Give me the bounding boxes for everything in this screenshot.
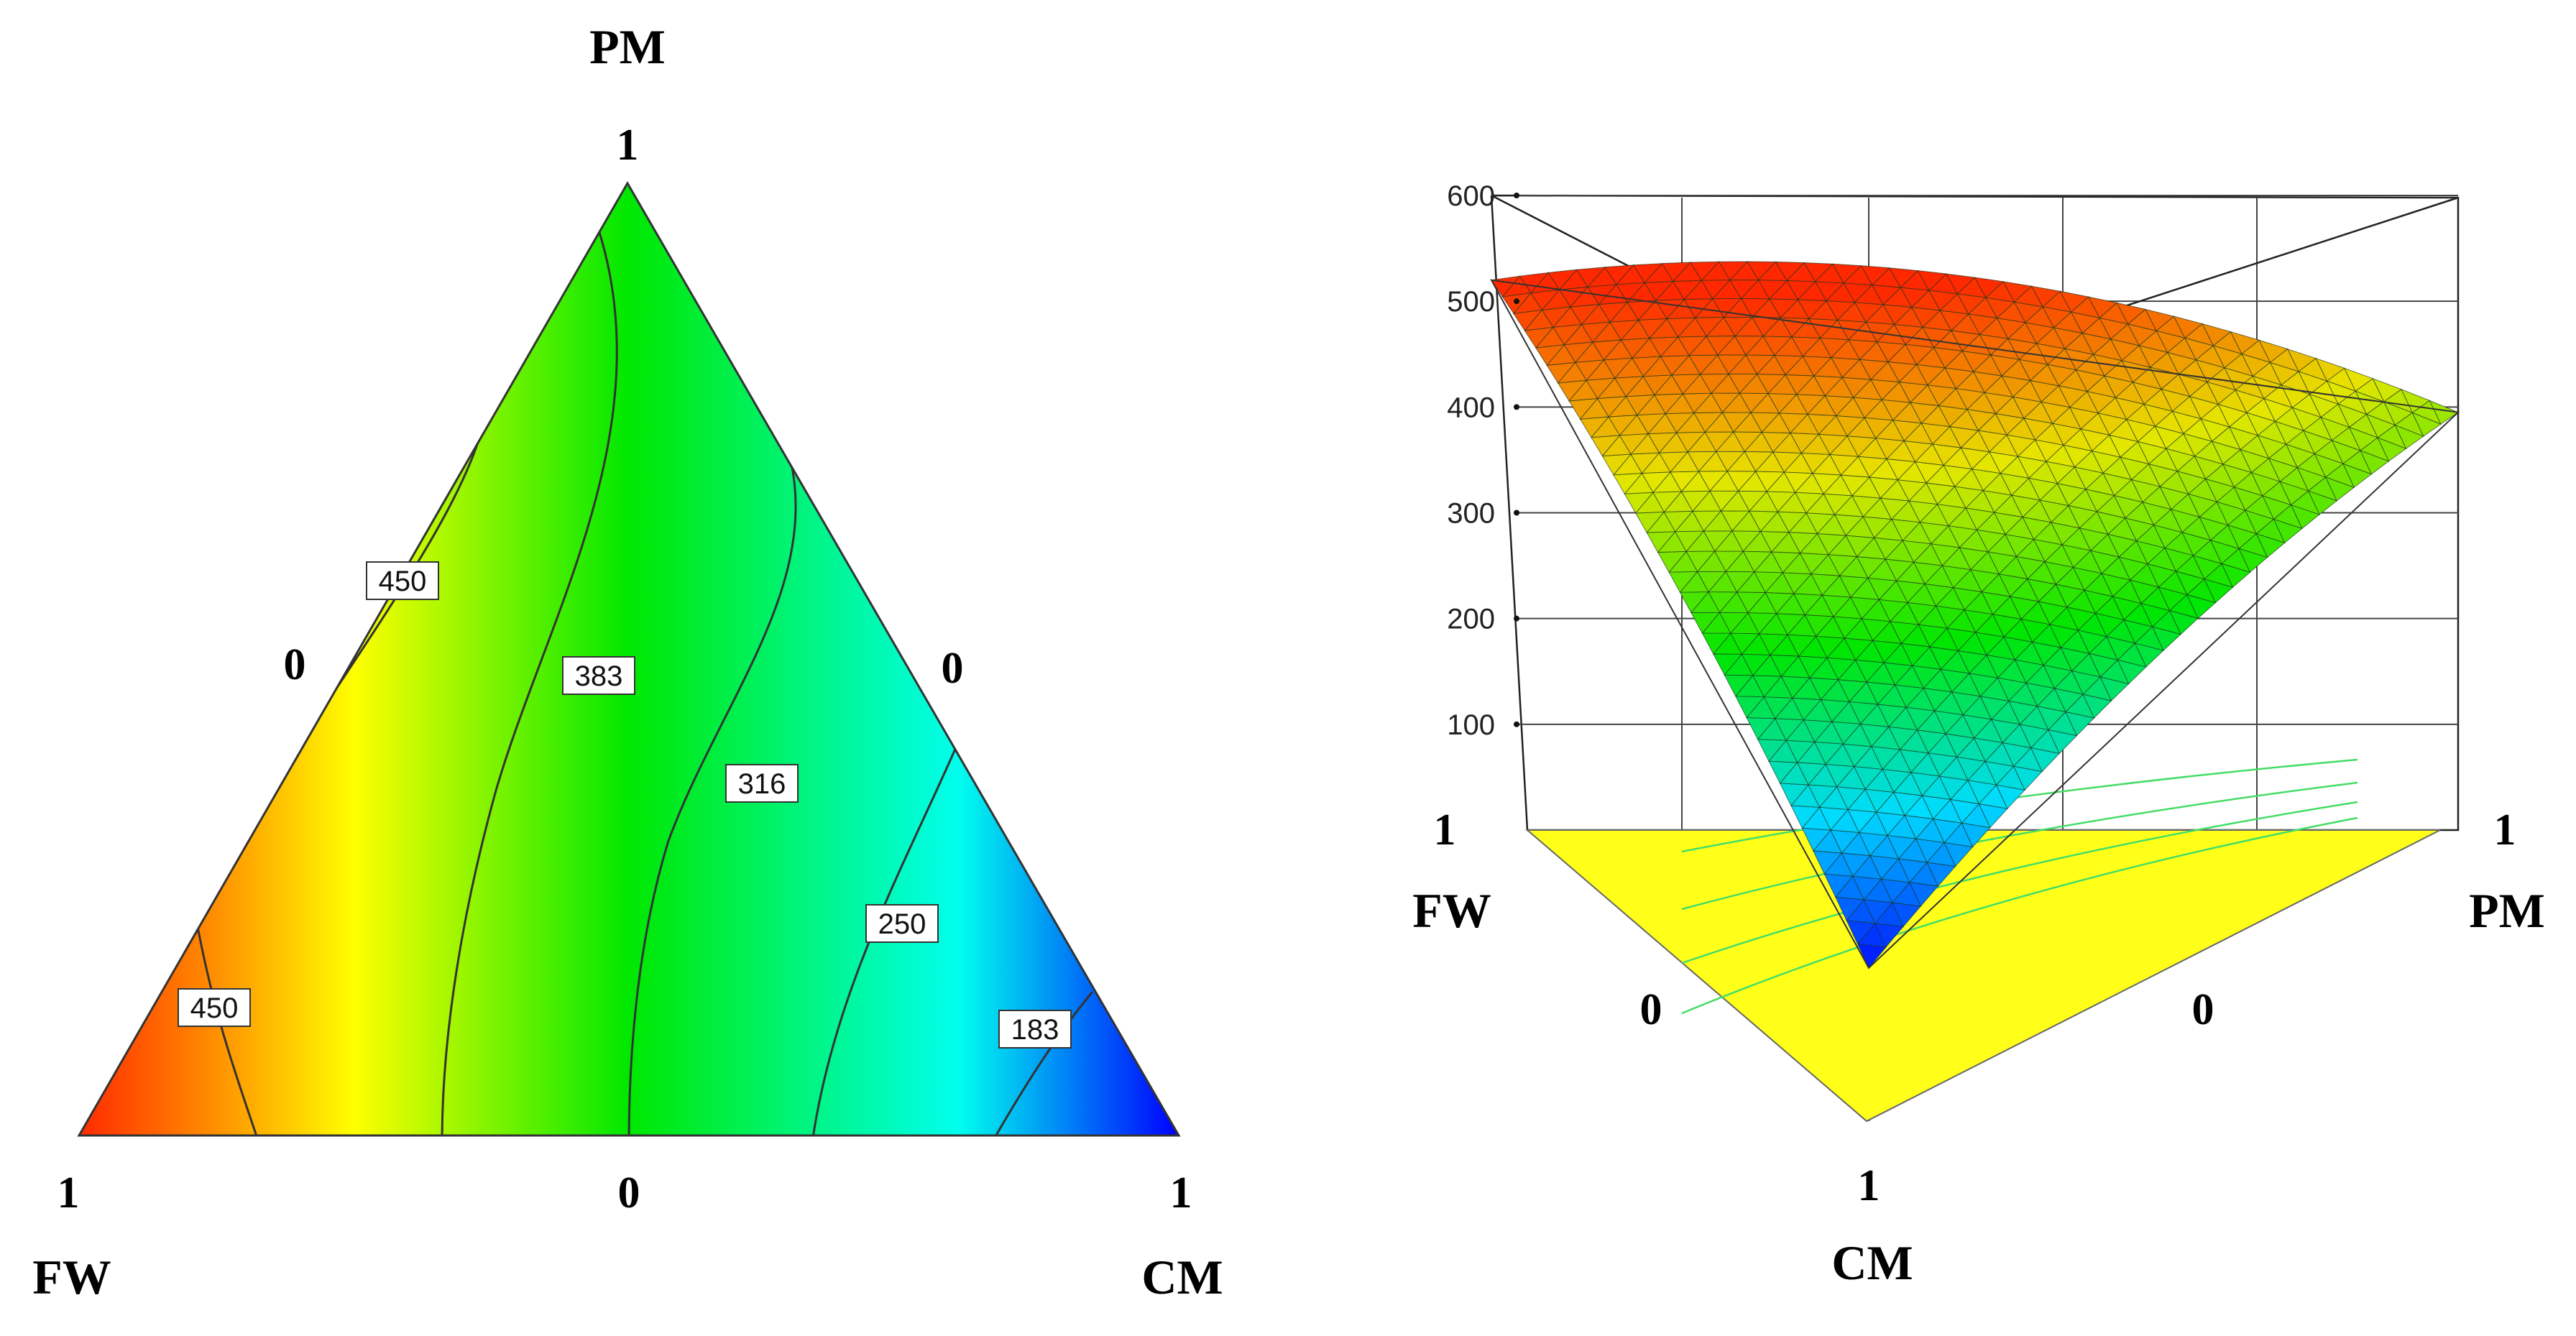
contour-line-316 bbox=[627, 459, 797, 1135]
floor-triangle bbox=[1525, 829, 2441, 1123]
contour-label-450: 450 bbox=[366, 561, 439, 600]
contour-line-183 bbox=[990, 991, 1094, 1135]
contour-label-316: 316 bbox=[725, 764, 799, 803]
ternary-plot: 450 450 383 316 250 183 PM 1 1 FW 1 CM 0 0 0 bbox=[32, 19, 1223, 1304]
z-tick-300: 300 bbox=[1447, 498, 1519, 530]
z-tick-500: 500 bbox=[1447, 286, 1519, 318]
surface-vertex-name-fw: FW bbox=[1412, 883, 1491, 938]
surface-edge-label-right: 0 bbox=[2192, 985, 2214, 1034]
svg-text:450: 450 bbox=[379, 566, 427, 597]
vertex-value-fw: 1 bbox=[58, 1169, 80, 1217]
svg-text:200: 200 bbox=[1447, 604, 1495, 635]
surface-vertex-value-fw: 1 bbox=[1434, 806, 1456, 854]
contour-label-383: 383 bbox=[562, 656, 635, 695]
vertex-name-pm: PM bbox=[589, 19, 666, 74]
edge-label-left: 0 bbox=[284, 640, 306, 689]
svg-text:250: 250 bbox=[878, 908, 926, 940]
vertex-value-pm: 1 bbox=[617, 121, 639, 170]
edge-label-bottom: 0 bbox=[618, 1169, 640, 1217]
contour-line-383 bbox=[441, 229, 618, 1135]
contour-label-450: 450 bbox=[178, 988, 251, 1027]
svg-text:100: 100 bbox=[1447, 709, 1495, 741]
contour-line-450-lower bbox=[196, 926, 260, 1135]
vertex-name-cm: CM bbox=[1141, 1250, 1223, 1304]
contour-line-450-upper bbox=[315, 430, 483, 719]
surface-vertex-name-cm: CM bbox=[1831, 1235, 1913, 1290]
surface-edge-label-left: 0 bbox=[1640, 985, 1662, 1034]
z-tick-600: 600 bbox=[1447, 180, 1519, 212]
surface-vertex-value-cm: 1 bbox=[1858, 1161, 1880, 1210]
svg-text:300: 300 bbox=[1447, 498, 1495, 530]
svg-text:600: 600 bbox=[1447, 180, 1495, 212]
svg-text:450: 450 bbox=[190, 992, 239, 1024]
surface-mesh bbox=[1490, 261, 2460, 969]
surface-vertex-name-pm: PM bbox=[2469, 883, 2545, 938]
svg-text:316: 316 bbox=[738, 768, 786, 800]
z-tick-400: 400 bbox=[1447, 392, 1519, 423]
contour-label-183: 183 bbox=[998, 1010, 1072, 1049]
svg-text:500: 500 bbox=[1447, 286, 1495, 318]
z-tick-100: 100 bbox=[1447, 709, 1519, 741]
z-tick-200: 200 bbox=[1447, 604, 1519, 635]
svg-text:400: 400 bbox=[1447, 392, 1495, 423]
svg-text:383: 383 bbox=[575, 660, 623, 692]
svg-text:183: 183 bbox=[1011, 1014, 1059, 1046]
vertex-value-cm: 1 bbox=[1170, 1169, 1192, 1217]
surface-plot: 100 200 300 400 500 600 1 FW 1 PM 1 CM 0 0 bbox=[1412, 180, 2545, 1290]
vertex-name-fw: FW bbox=[32, 1250, 111, 1304]
contour-label-250: 250 bbox=[865, 904, 939, 943]
surface-vertex-value-pm: 1 bbox=[2494, 806, 2516, 854]
edge-label-right: 0 bbox=[942, 644, 964, 693]
